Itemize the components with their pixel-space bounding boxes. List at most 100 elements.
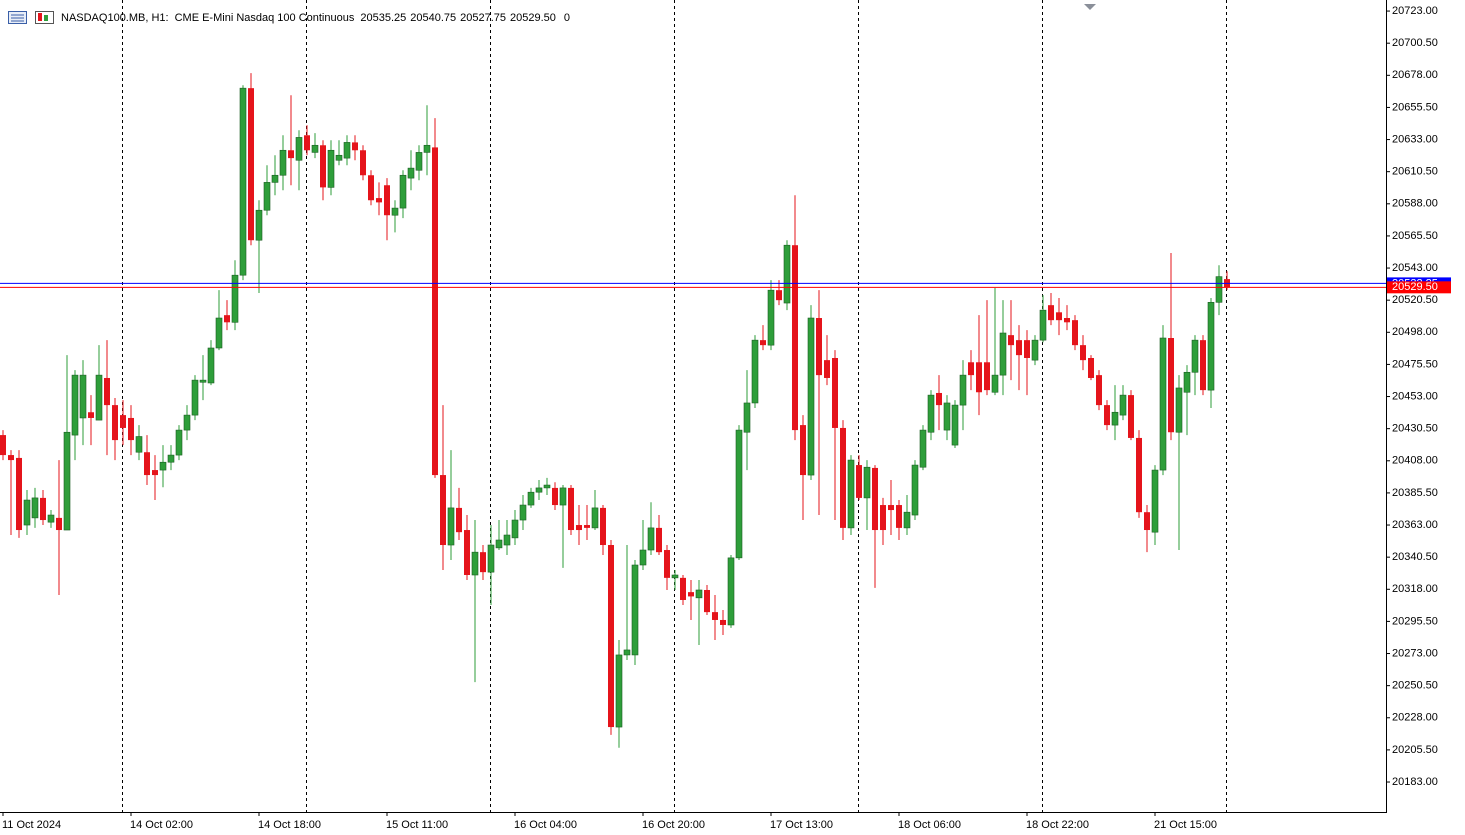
candle-body xyxy=(856,465,862,498)
high: 20540.75 xyxy=(410,12,456,24)
x-tick-label: 16 Oct 20:00 xyxy=(642,819,705,831)
shift-marker[interactable] xyxy=(1084,4,1096,10)
candle-body xyxy=(847,459,855,529)
y-tick-label: 20588.00 xyxy=(1392,198,1438,210)
candle-body xyxy=(783,244,791,304)
header-icons xyxy=(8,11,54,24)
x-tick-label: 16 Oct 04:00 xyxy=(514,819,577,831)
x-tick-label: 21 Oct 15:00 xyxy=(1154,819,1217,831)
candle-body xyxy=(263,182,271,211)
candle-body xyxy=(112,405,118,441)
candle-body xyxy=(720,619,726,625)
candle-body xyxy=(712,612,718,620)
candle-body xyxy=(816,318,822,376)
candle-body xyxy=(959,374,967,406)
price-label-box xyxy=(1387,281,1451,294)
x-tick-label: 17 Oct 13:00 xyxy=(770,819,833,831)
candle-body xyxy=(295,137,303,161)
icon-bar xyxy=(38,13,42,21)
candle-body xyxy=(927,394,935,433)
candle-body xyxy=(0,435,6,456)
candle-body xyxy=(271,174,279,183)
candle-body xyxy=(31,497,39,519)
candle-body xyxy=(656,527,662,553)
candle-body xyxy=(919,429,927,468)
candle-body xyxy=(23,499,31,526)
description: CME E-Mini Nasdaq 100 Continuous xyxy=(175,12,355,24)
y-tick-label: 20228.00 xyxy=(1392,712,1438,724)
candle-body xyxy=(535,487,543,493)
candle-body xyxy=(63,431,71,531)
candle-body xyxy=(600,507,606,546)
candle-body xyxy=(1144,512,1150,531)
candle-body xyxy=(568,487,574,531)
candle-body xyxy=(503,534,511,546)
y-tick-label: 20363.00 xyxy=(1392,519,1438,531)
candle-body xyxy=(1096,375,1102,406)
candle-body xyxy=(239,87,247,276)
x-tick-label: 14 Oct 18:00 xyxy=(258,819,321,831)
candle-body xyxy=(1039,309,1047,341)
candle-body xyxy=(311,144,319,153)
candle-body xyxy=(1215,276,1223,303)
y-tick-label: 20183.00 xyxy=(1392,776,1438,788)
y-tick-label: 20678.00 xyxy=(1392,69,1438,81)
candle-body xyxy=(199,379,207,383)
candle-body xyxy=(943,402,951,431)
price-label: 20529.50 xyxy=(1392,281,1438,293)
candle-body xyxy=(1016,340,1022,356)
candle-body xyxy=(584,525,590,528)
candle-body xyxy=(832,357,838,428)
candle-body xyxy=(159,461,167,471)
candle-body xyxy=(800,425,806,476)
candle-body xyxy=(104,377,110,406)
candle-body xyxy=(391,207,399,216)
candle-body xyxy=(807,317,815,476)
candle-body xyxy=(888,505,894,511)
candle-body xyxy=(664,550,670,578)
candle-body xyxy=(1080,345,1086,361)
y-tick-label: 20250.50 xyxy=(1392,680,1438,692)
candle-body xyxy=(608,545,614,728)
candle-body xyxy=(327,149,335,188)
x-tick-label: 14 Oct 02:00 xyxy=(130,819,193,831)
candle-body xyxy=(671,574,679,579)
candle-body xyxy=(47,514,55,523)
candle-body xyxy=(1056,312,1062,321)
candle-body xyxy=(1031,339,1039,361)
candle-body xyxy=(88,412,94,418)
candle-body xyxy=(1175,387,1183,433)
y-tick-label: 20655.50 xyxy=(1392,101,1438,113)
candle-body xyxy=(639,549,647,566)
candle-body xyxy=(936,392,942,406)
y-tick-label: 20273.00 xyxy=(1392,647,1438,659)
candle-body xyxy=(376,198,382,203)
candle-body xyxy=(152,470,158,476)
candle-body xyxy=(167,454,175,463)
candle-body xyxy=(1104,405,1110,426)
candle-body xyxy=(95,374,103,421)
candle-body xyxy=(1159,337,1167,471)
candle-body xyxy=(872,467,878,531)
candle-body xyxy=(1088,357,1094,378)
candle-body xyxy=(896,505,902,528)
candle-body xyxy=(880,505,886,531)
plot-area xyxy=(0,0,1386,812)
candle-body xyxy=(863,466,871,499)
candle-body xyxy=(456,507,462,533)
candle-body xyxy=(527,491,535,506)
candle-body xyxy=(135,436,143,453)
candle-body xyxy=(384,185,390,216)
candle-body xyxy=(495,539,503,549)
candle-body xyxy=(144,452,150,476)
candle-body xyxy=(727,557,735,626)
candle-body xyxy=(552,487,558,506)
candle-body xyxy=(447,507,455,546)
candle-body xyxy=(56,517,62,531)
candle-body xyxy=(1119,394,1127,416)
candle-body xyxy=(128,417,134,441)
x-tick-label: 18 Oct 06:00 xyxy=(898,819,961,831)
y-tick-label: 20430.50 xyxy=(1392,423,1438,435)
candle-body xyxy=(1111,411,1119,426)
